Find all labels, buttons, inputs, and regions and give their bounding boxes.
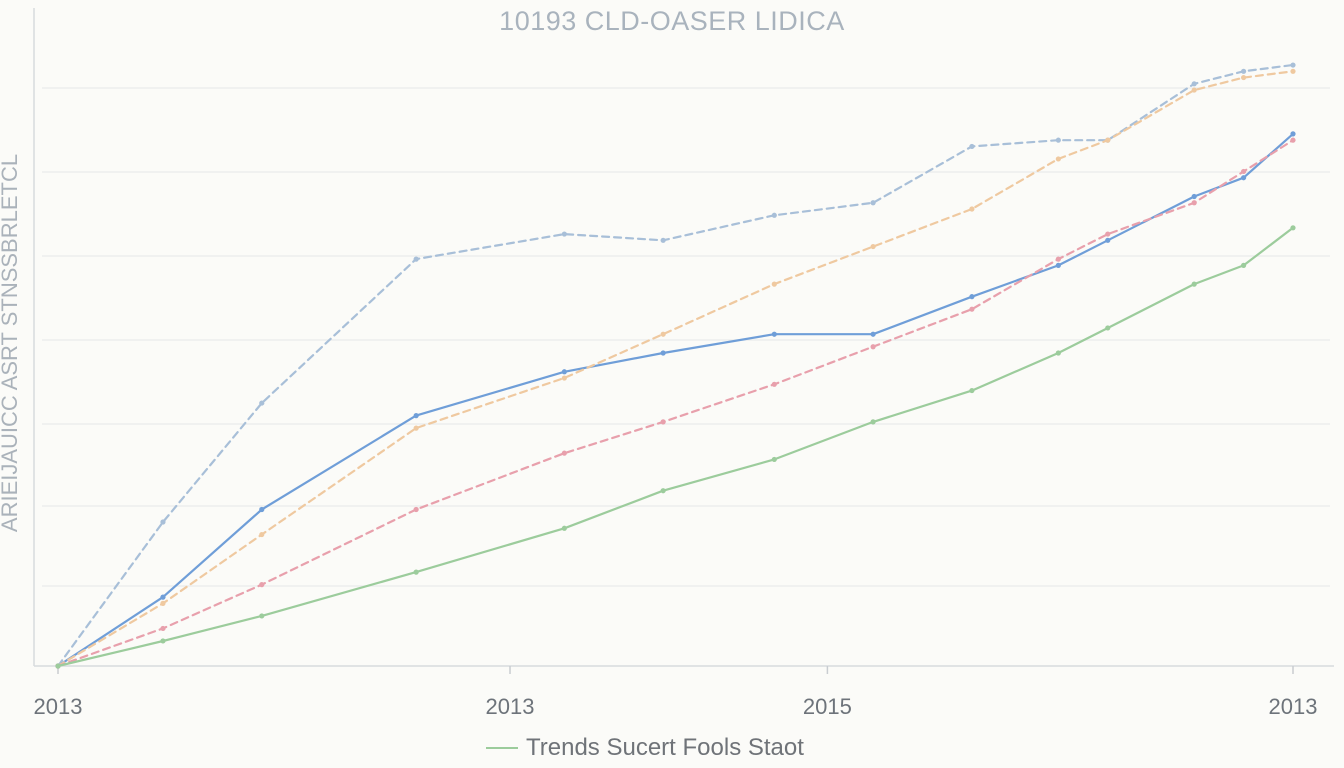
x-tick-label: 2013 <box>485 694 535 719</box>
data-point <box>160 638 166 644</box>
data-point <box>1290 225 1296 231</box>
data-point <box>771 381 777 387</box>
data-point <box>1241 168 1247 175</box>
data-point <box>1191 87 1197 93</box>
data-point <box>1241 262 1247 268</box>
data-point <box>1290 131 1296 137</box>
data-point <box>660 350 666 356</box>
data-point <box>771 212 777 218</box>
data-point <box>160 625 166 632</box>
data-point <box>1241 68 1247 74</box>
legend: Trends Sucert Fools Staot <box>486 734 804 762</box>
data-point <box>1290 68 1296 74</box>
data-point <box>413 506 419 513</box>
data-point <box>1191 193 1197 200</box>
data-point <box>870 243 876 250</box>
data-point <box>969 143 975 150</box>
data-point <box>561 375 567 381</box>
gridlines <box>42 87 1330 587</box>
data-point <box>1241 175 1247 181</box>
data-point <box>413 569 419 575</box>
y-axis-label: ARIEIJAUICC ASRT STNSSBRLETCL <box>0 153 22 533</box>
data-point <box>1055 262 1061 268</box>
data-point <box>1105 325 1111 331</box>
data-point <box>561 450 567 456</box>
data-point <box>259 582 265 588</box>
data-point <box>660 488 666 494</box>
data-point <box>259 531 265 538</box>
data-point <box>1191 200 1197 206</box>
data-point <box>1191 81 1197 87</box>
data-point <box>160 600 166 607</box>
data-point <box>969 387 975 394</box>
series-line-2 <box>56 132 1295 668</box>
data-point <box>561 231 567 237</box>
data-point <box>1105 137 1111 143</box>
x-tick-label: 2013 <box>1268 694 1318 719</box>
data-point <box>1055 350 1061 356</box>
data-point <box>413 256 419 262</box>
data-point <box>870 344 876 350</box>
series-group <box>55 62 1296 669</box>
data-point <box>1105 231 1111 237</box>
data-point <box>870 200 876 206</box>
legend-swatch <box>486 747 518 749</box>
data-point <box>259 400 265 406</box>
chart-title: 10193 CLD-OASER LIDICA <box>499 6 845 36</box>
data-point <box>413 425 419 431</box>
data-point <box>413 413 419 419</box>
data-point <box>1055 256 1061 262</box>
data-point <box>561 369 567 375</box>
data-point <box>1290 137 1296 143</box>
data-point <box>1055 137 1061 143</box>
data-point <box>561 525 567 531</box>
series-line-3 <box>56 70 1295 668</box>
x-tick-label: 2013 <box>33 694 83 719</box>
x-tick-label: 2015 <box>802 694 852 719</box>
series-line-1 <box>56 63 1295 668</box>
data-point <box>969 306 975 312</box>
data-point <box>55 663 61 669</box>
data-point <box>1241 74 1247 81</box>
data-point <box>160 594 166 600</box>
data-point <box>259 613 265 619</box>
data-point <box>660 331 666 337</box>
data-point <box>969 206 975 212</box>
legend-label: Trends Sucert Fools Staot <box>526 734 804 761</box>
data-point <box>771 281 777 287</box>
data-point <box>1105 237 1111 243</box>
data-point <box>660 237 666 243</box>
data-point <box>1191 281 1197 287</box>
data-point <box>870 419 876 425</box>
data-point <box>1290 62 1296 68</box>
data-point <box>870 331 876 337</box>
data-point <box>660 419 666 425</box>
axes <box>33 8 1334 674</box>
data-point <box>771 456 777 463</box>
data-point <box>771 331 777 337</box>
data-point <box>1055 156 1061 162</box>
data-point <box>160 519 166 525</box>
series-line-4 <box>56 139 1295 668</box>
data-point <box>969 294 975 300</box>
data-point <box>259 506 265 513</box>
series-line-5 <box>56 226 1295 668</box>
